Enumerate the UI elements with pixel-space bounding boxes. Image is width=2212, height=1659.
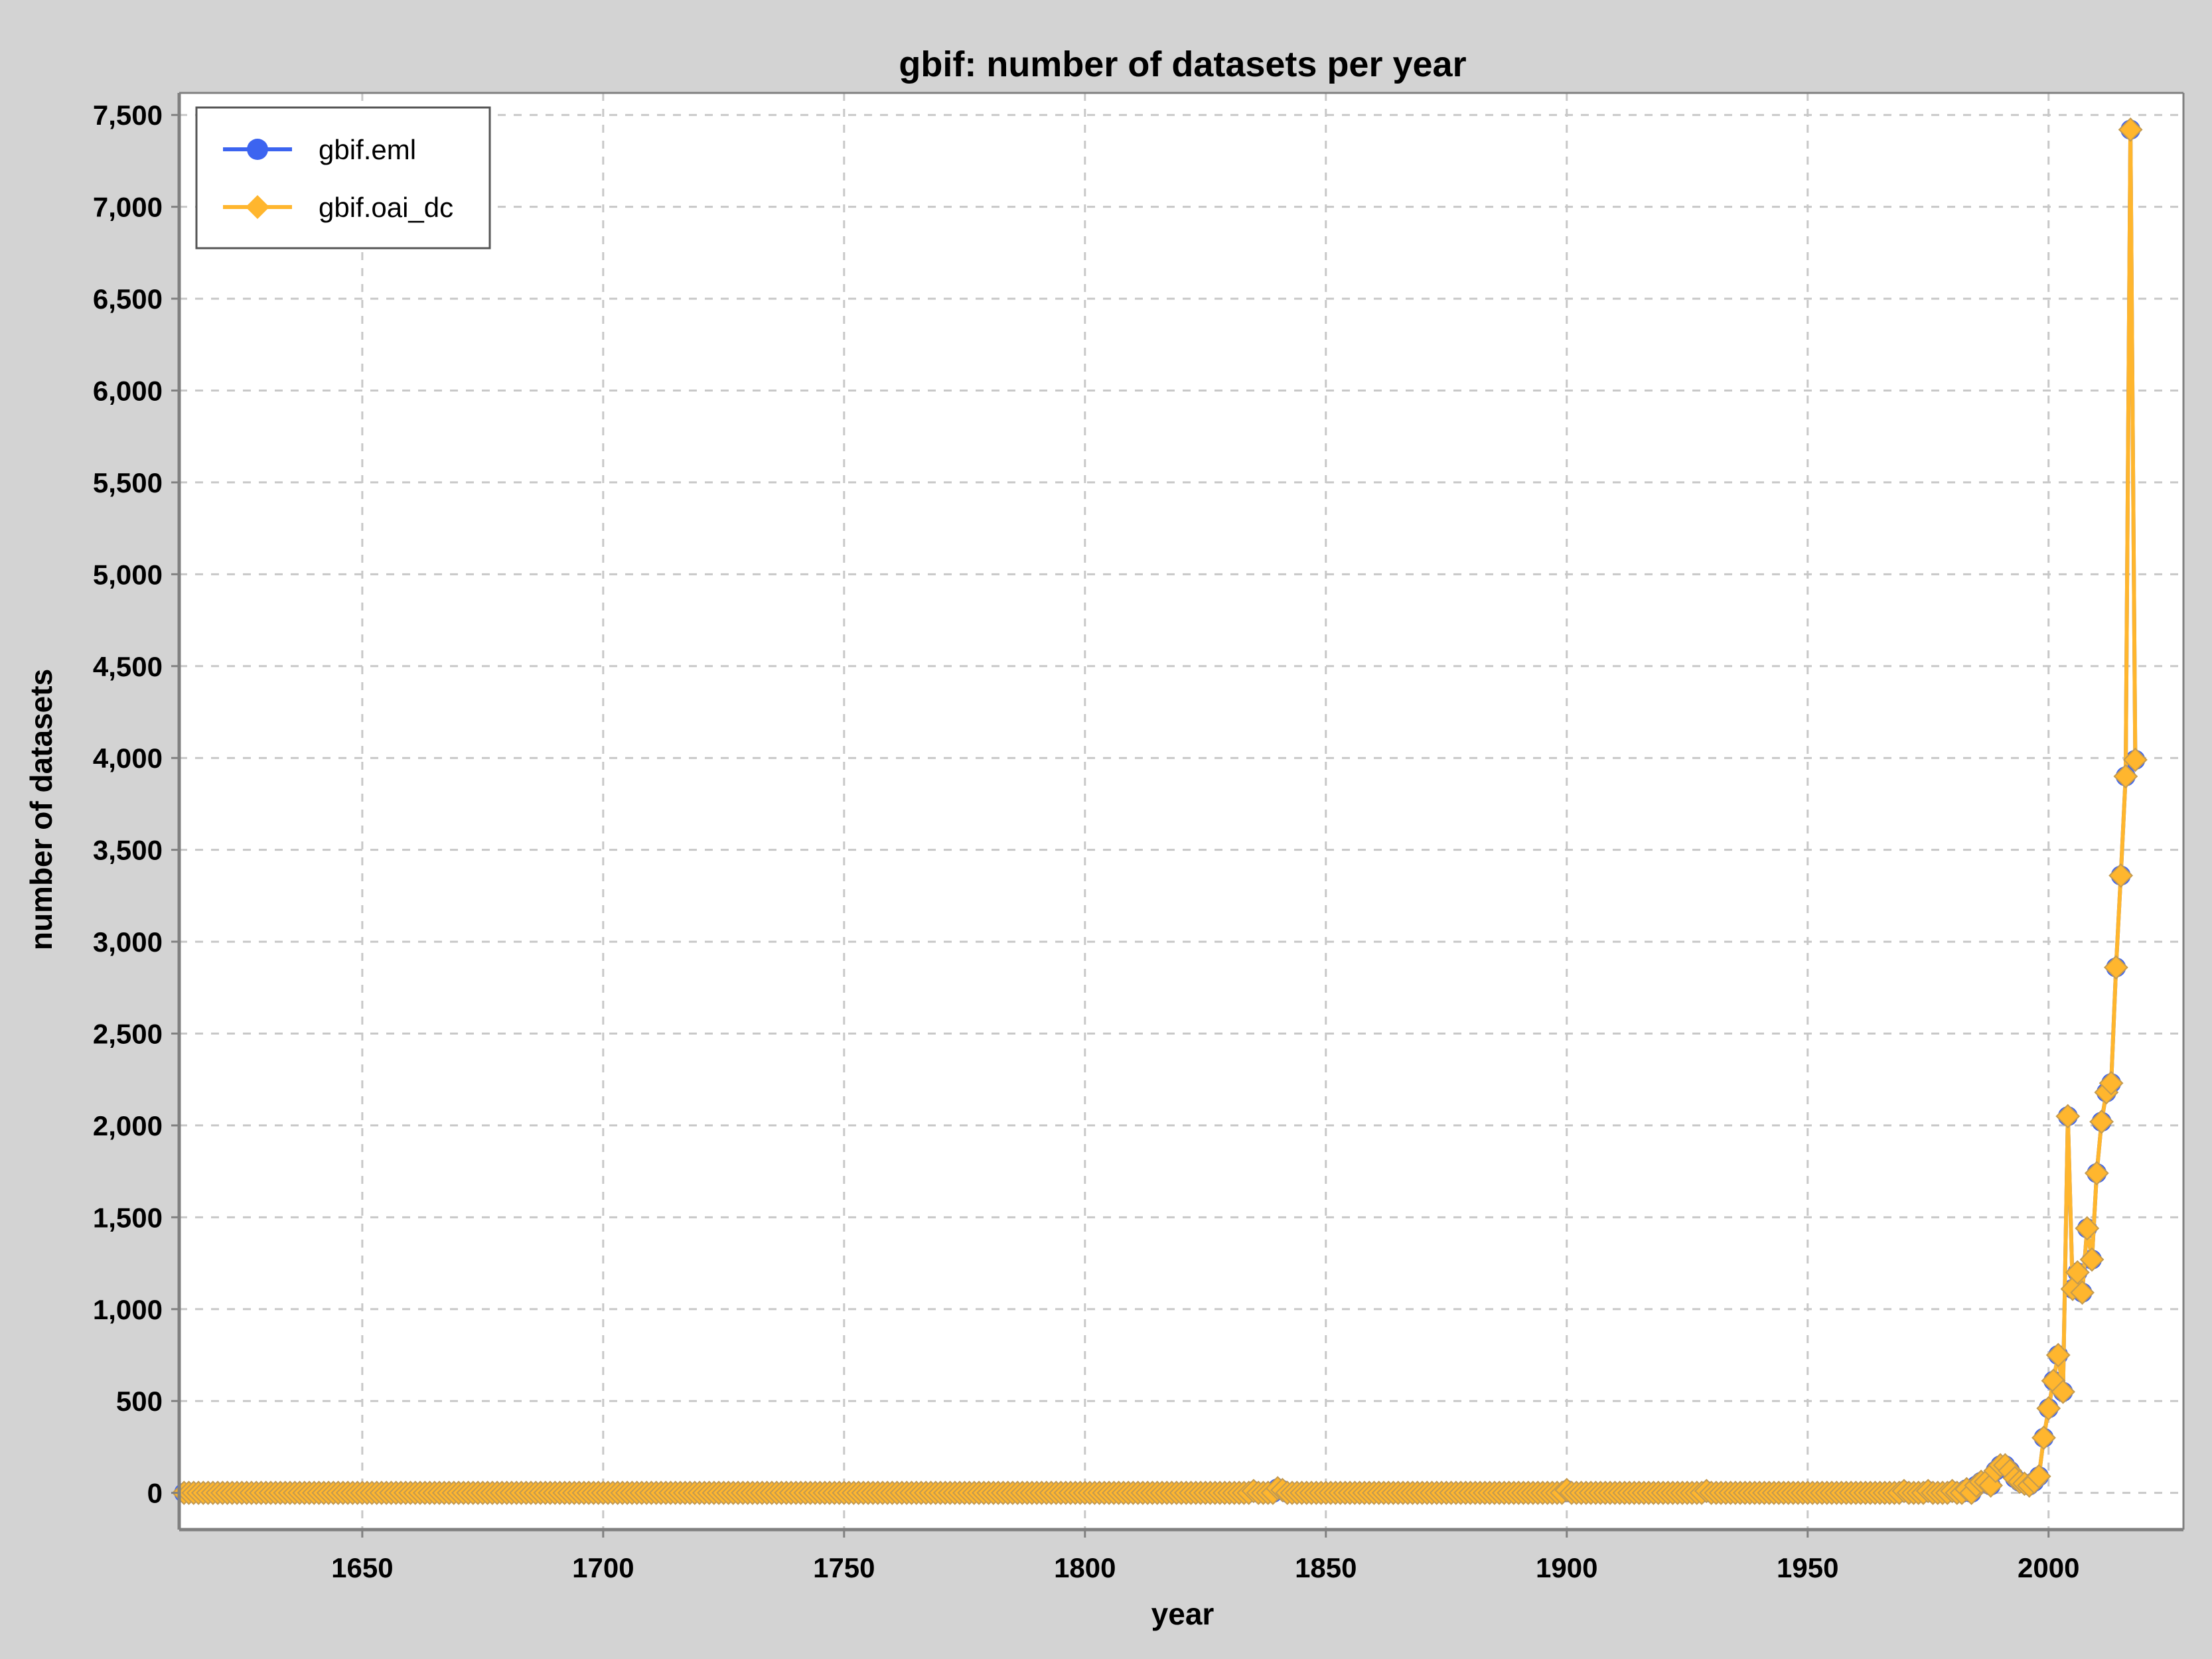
- y-tick-label: 6,500: [93, 283, 163, 315]
- x-tick-label: 1800: [1054, 1552, 1116, 1583]
- y-tick-label: 4,000: [93, 743, 163, 774]
- data-point: [2070, 1280, 2095, 1305]
- data-point: [2045, 1342, 2071, 1368]
- y-tick-label: 3,000: [93, 926, 163, 958]
- x-tick-label: 1950: [1777, 1552, 1838, 1583]
- data-point: [2122, 747, 2148, 772]
- data-point: [2075, 1216, 2100, 1241]
- y-tick-label: 6,000: [93, 376, 163, 407]
- grid-lines: [179, 93, 2183, 1530]
- data-point: [2026, 1464, 2051, 1489]
- data-point: [2065, 1260, 2090, 1285]
- data-point: [2036, 1396, 2061, 1421]
- data-point: [2118, 117, 2143, 142]
- y-tick-label: 7,500: [93, 100, 163, 131]
- legend-entry-oai-dc: gbif.oai_dc: [319, 192, 453, 223]
- data-point: [2108, 863, 2134, 888]
- x-tick-label: 1900: [1536, 1552, 1597, 1583]
- legend-diamond-icon: [246, 195, 269, 219]
- x-tick-label: 1650: [331, 1552, 393, 1583]
- chart-title: gbif: number of datasets per year: [899, 44, 1466, 84]
- y-tick-label: 3,500: [93, 835, 163, 866]
- x-tick-label: 2000: [2018, 1552, 2079, 1583]
- y-axis-label: number of datasets: [24, 669, 58, 950]
- series-gbif-oai-dc: [171, 117, 2148, 1506]
- data-point: [2051, 1379, 2075, 1404]
- data-point: [2113, 764, 2138, 789]
- data-point: [2031, 1425, 2056, 1450]
- x-tick-label: 1700: [572, 1552, 634, 1583]
- axes: 1650 1700 1750 1800 1850 1900 1950 2000 0 500 1,00…: [93, 92, 2185, 1583]
- data-point: [2099, 1070, 2124, 1096]
- plot-area: [179, 93, 2183, 1530]
- y-tick-label: 7,000: [93, 192, 163, 223]
- y-tick-label: 5,500: [93, 467, 163, 498]
- x-tick-label: 1750: [813, 1552, 875, 1583]
- legend-box: [195, 106, 491, 250]
- data-point: [1978, 1473, 2004, 1498]
- y-tick-label: 1,000: [93, 1294, 163, 1325]
- y-tick-label: 2,500: [93, 1018, 163, 1049]
- x-tick-label: 1850: [1295, 1552, 1357, 1583]
- y-tick-label: 5,000: [93, 559, 163, 590]
- y-tick-label: 0: [147, 1478, 163, 1509]
- data-point: [2079, 1247, 2104, 1272]
- x-axis-label: year: [1151, 1597, 1215, 1631]
- legend-entry-eml: gbif.eml: [319, 134, 416, 165]
- legend: gbif.eml gbif.oai_dc: [195, 106, 491, 250]
- data-point: [2084, 1161, 2109, 1186]
- data-point: [2089, 1109, 2114, 1134]
- y-tick-label: 4,500: [93, 651, 163, 682]
- legend-circle-icon: [247, 139, 268, 160]
- data-point: [2055, 1104, 2081, 1129]
- series-layer: [171, 117, 2148, 1506]
- y-tick-label: 500: [116, 1386, 163, 1417]
- y-tick-label: 1,500: [93, 1202, 163, 1233]
- y-tick-label: 2,000: [93, 1110, 163, 1141]
- data-point: [2103, 955, 2128, 980]
